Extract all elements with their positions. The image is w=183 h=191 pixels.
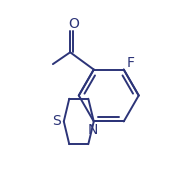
Text: O: O: [68, 17, 79, 31]
Text: F: F: [127, 56, 135, 70]
Text: S: S: [53, 114, 61, 129]
Text: N: N: [88, 123, 98, 137]
